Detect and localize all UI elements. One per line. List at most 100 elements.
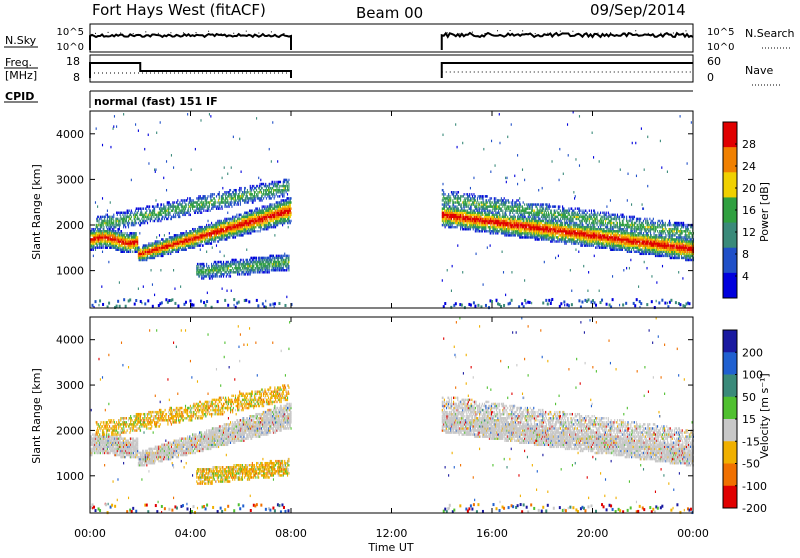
- nave-series: [90, 72, 693, 73]
- range-gate-cell: [166, 160, 167, 162]
- range-gate-cell: [452, 265, 453, 267]
- range-gate-cell: [235, 216, 236, 218]
- range-gate-cell: [227, 199, 228, 201]
- range-gate-cell: [257, 207, 258, 209]
- range-gate-cell: [487, 246, 488, 248]
- nave-label: Nave: [745, 64, 773, 77]
- range-gate-cell: [288, 179, 289, 181]
- range-gate-cell: [454, 226, 455, 228]
- range-gate-cell: [97, 205, 98, 207]
- range-gate-cell: [132, 232, 133, 234]
- range-gate-cell: [143, 207, 144, 209]
- date-label: 09/Sep/2014: [590, 1, 686, 19]
- range-gate-cell: [132, 251, 133, 253]
- range-gate-cell: [160, 121, 161, 123]
- range-gate-cell: [118, 212, 119, 214]
- range-gate-cell: [476, 253, 477, 255]
- range-gate-cell: [129, 222, 130, 224]
- nsearch-series: [95, 30, 686, 33]
- range-gate-cell: [455, 226, 456, 228]
- range-gate-cell: [258, 177, 259, 179]
- range-gate-cell: [263, 197, 264, 199]
- range-gate-cell: [230, 189, 231, 191]
- range-gate-cell: [288, 197, 289, 199]
- range-gate-cell: [479, 203, 480, 205]
- range-gate-cell: [475, 199, 476, 201]
- range-gate-cell: [454, 191, 455, 193]
- range-gate-cell: [145, 220, 146, 222]
- range-gate-cell: [490, 244, 491, 246]
- range-gate-cell: [479, 207, 480, 209]
- range-gate-cell: [490, 201, 491, 203]
- range-gate-cell: [461, 203, 462, 205]
- range-gate-cell: [169, 232, 170, 234]
- range-gate-cell: [287, 193, 288, 195]
- range-gate-cell: [210, 210, 211, 212]
- range-gate-cell: [200, 248, 201, 250]
- range-gate-cell: [195, 148, 196, 150]
- cpid-mode-text: normal (fast) 151 IF: [94, 95, 218, 108]
- range-gate-cell: [288, 226, 289, 228]
- range-gate-cell: [169, 212, 170, 214]
- range-gate-cell: [195, 210, 196, 212]
- range-gate-cell: [95, 201, 96, 203]
- range-gate-cell: [187, 197, 188, 199]
- range-gate-cell: [255, 191, 256, 193]
- freq-tick-bottom: 8: [73, 71, 80, 84]
- range-gate-cell: [190, 197, 191, 199]
- range-gate-cell: [269, 148, 270, 150]
- range-gate-cell: [210, 224, 211, 226]
- range-gate-cell: [163, 177, 164, 179]
- range-gate-cell: [201, 212, 202, 214]
- nave-tick-top: 60: [707, 55, 721, 68]
- range-gate-cell: [262, 187, 263, 189]
- range-gate-cell: [483, 195, 484, 197]
- range-gate-cell: [256, 117, 257, 119]
- nsky-tick-bottom: 10^0: [57, 42, 84, 53]
- range-gate-cell: [458, 191, 459, 193]
- range-gate-cell: [233, 136, 234, 138]
- range-gate-cell: [483, 148, 484, 150]
- range-gate-cell: [245, 191, 246, 193]
- freq-series: [90, 63, 693, 78]
- range-gate-cell: [272, 181, 273, 183]
- range-gate-cell: [247, 212, 248, 214]
- range-gate-cell: [139, 232, 140, 234]
- range-gate-cell: [155, 199, 156, 201]
- range-gate-cell: [131, 179, 132, 181]
- range-gate-cell: [453, 191, 454, 193]
- nsky-label: N.Sky: [5, 34, 37, 47]
- range-gate-cell: [206, 251, 207, 253]
- range-gate-cell: [109, 216, 110, 218]
- range-gate-cell: [247, 189, 248, 191]
- range-gate-cell: [137, 236, 138, 238]
- range-gate-cell: [442, 279, 443, 281]
- range-gate-cell: [156, 236, 157, 238]
- range-gate-cell: [239, 218, 240, 220]
- range-gate-cell: [166, 189, 167, 191]
- range-gate-cell: [499, 113, 500, 115]
- range-gate-cell: [159, 234, 160, 236]
- range-gate-cell: [271, 197, 272, 199]
- range-gate-cell: [223, 193, 224, 195]
- beam-label: Beam 00: [356, 4, 423, 22]
- range-gate-cell: [450, 197, 451, 199]
- range-gate-cell: [196, 197, 197, 199]
- range-gate-cell: [114, 115, 115, 117]
- range-gate-cell: [213, 275, 214, 277]
- range-gate-cell: [479, 230, 480, 232]
- range-gate-cell: [272, 203, 273, 205]
- range-gate-cell: [181, 199, 182, 201]
- range-gate-cell: [283, 255, 284, 257]
- range-gate-cell: [138, 207, 139, 209]
- range-gate-cell: [255, 230, 256, 232]
- range-gate-cell: [480, 195, 481, 197]
- range-gate-cell: [487, 230, 488, 232]
- range-gate-cell: [262, 193, 263, 195]
- range-gate-cell: [229, 201, 230, 203]
- range-gate-cell: [105, 214, 106, 216]
- range-gate-cell: [277, 201, 278, 203]
- range-gate-cell: [141, 207, 142, 209]
- range-gate-cell: [207, 220, 208, 222]
- range-gate-cell: [174, 201, 175, 203]
